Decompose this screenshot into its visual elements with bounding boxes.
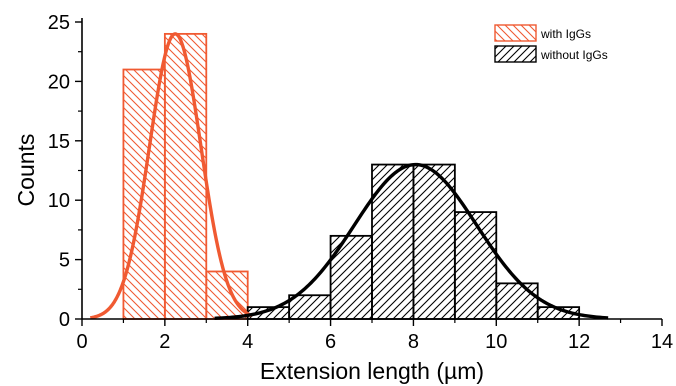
legend-swatch-with-iggs (494, 24, 537, 42)
y-tick-label-0: 0 (59, 309, 70, 331)
bar-without-iggs-9 (453, 211, 498, 320)
legend-swatch-without-iggs (494, 45, 537, 63)
bar-with-iggs-1 (122, 68, 166, 320)
x-axis-title: Extension length (µm) (260, 358, 484, 384)
bar-without-iggs-5 (288, 294, 332, 320)
x-tick-label-12: 12 (568, 331, 590, 353)
bar-without-iggs-10 (495, 282, 539, 320)
fit-curve-with-iggs (89, 32, 253, 320)
bar-without-iggs-7 (371, 163, 415, 320)
y-tick-label-10: 10 (48, 190, 70, 212)
legend-entry-without-iggs: without IgGs (494, 45, 608, 63)
x-tick-label-10: 10 (485, 331, 507, 353)
legend: with IgGs without IgGs (494, 24, 608, 63)
x-tick-label-4: 4 (242, 331, 253, 353)
bars-layer (122, 32, 581, 320)
x-tick-label-6: 6 (325, 331, 336, 353)
x-tick-label-2: 2 (159, 331, 170, 353)
y-tick-label-25: 25 (48, 12, 70, 34)
y-axis-title: Counts (13, 134, 39, 207)
y-tick-label-5: 5 (59, 250, 70, 272)
x-tick-label-8: 8 (408, 331, 419, 353)
x-tick-label-14: 14 (651, 331, 673, 353)
y-tick-label-20: 20 (48, 71, 70, 93)
legend-label-with-iggs: with IgGs (540, 27, 591, 41)
fit-curve-without-iggs (214, 162, 609, 320)
bar-with-iggs-2 (163, 32, 208, 320)
legend-label-without-iggs: without IgGs (540, 48, 608, 62)
fit-curves-layer (89, 32, 609, 320)
legend-entry-with-iggs: with IgGs (494, 24, 591, 42)
x-tick-label-0: 0 (76, 331, 87, 353)
ticks-layer: 0 2 4 6 8 10 12 14 0 5 10 15 20 25 (48, 12, 673, 353)
y-tick-label-15: 15 (48, 131, 70, 153)
